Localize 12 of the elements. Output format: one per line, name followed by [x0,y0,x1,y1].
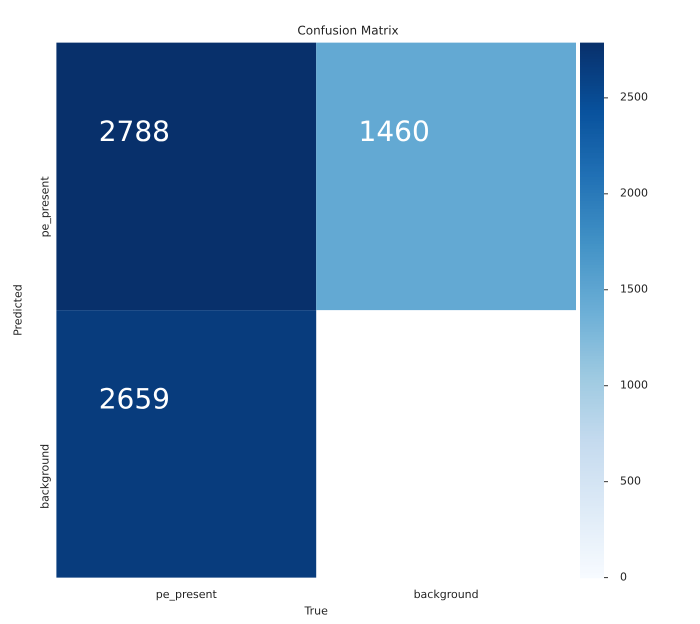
color-bar-label: 2000 [620,186,648,200]
y-axis-title: Predicted [11,284,24,336]
x-axis-title: True [304,604,328,618]
data-label: 2659 [98,382,170,416]
color-bar-label: 2500 [620,90,648,104]
data-label: 1460 [358,114,430,148]
color-bar-label: 0 [620,570,628,584]
data-label: 2788 [98,114,170,148]
color-bar-label: 1500 [620,282,648,296]
chart-title: Confusion Matrix [297,24,399,38]
color-bar-label: 1000 [620,378,648,392]
color-bar-label: 500 [620,474,642,488]
